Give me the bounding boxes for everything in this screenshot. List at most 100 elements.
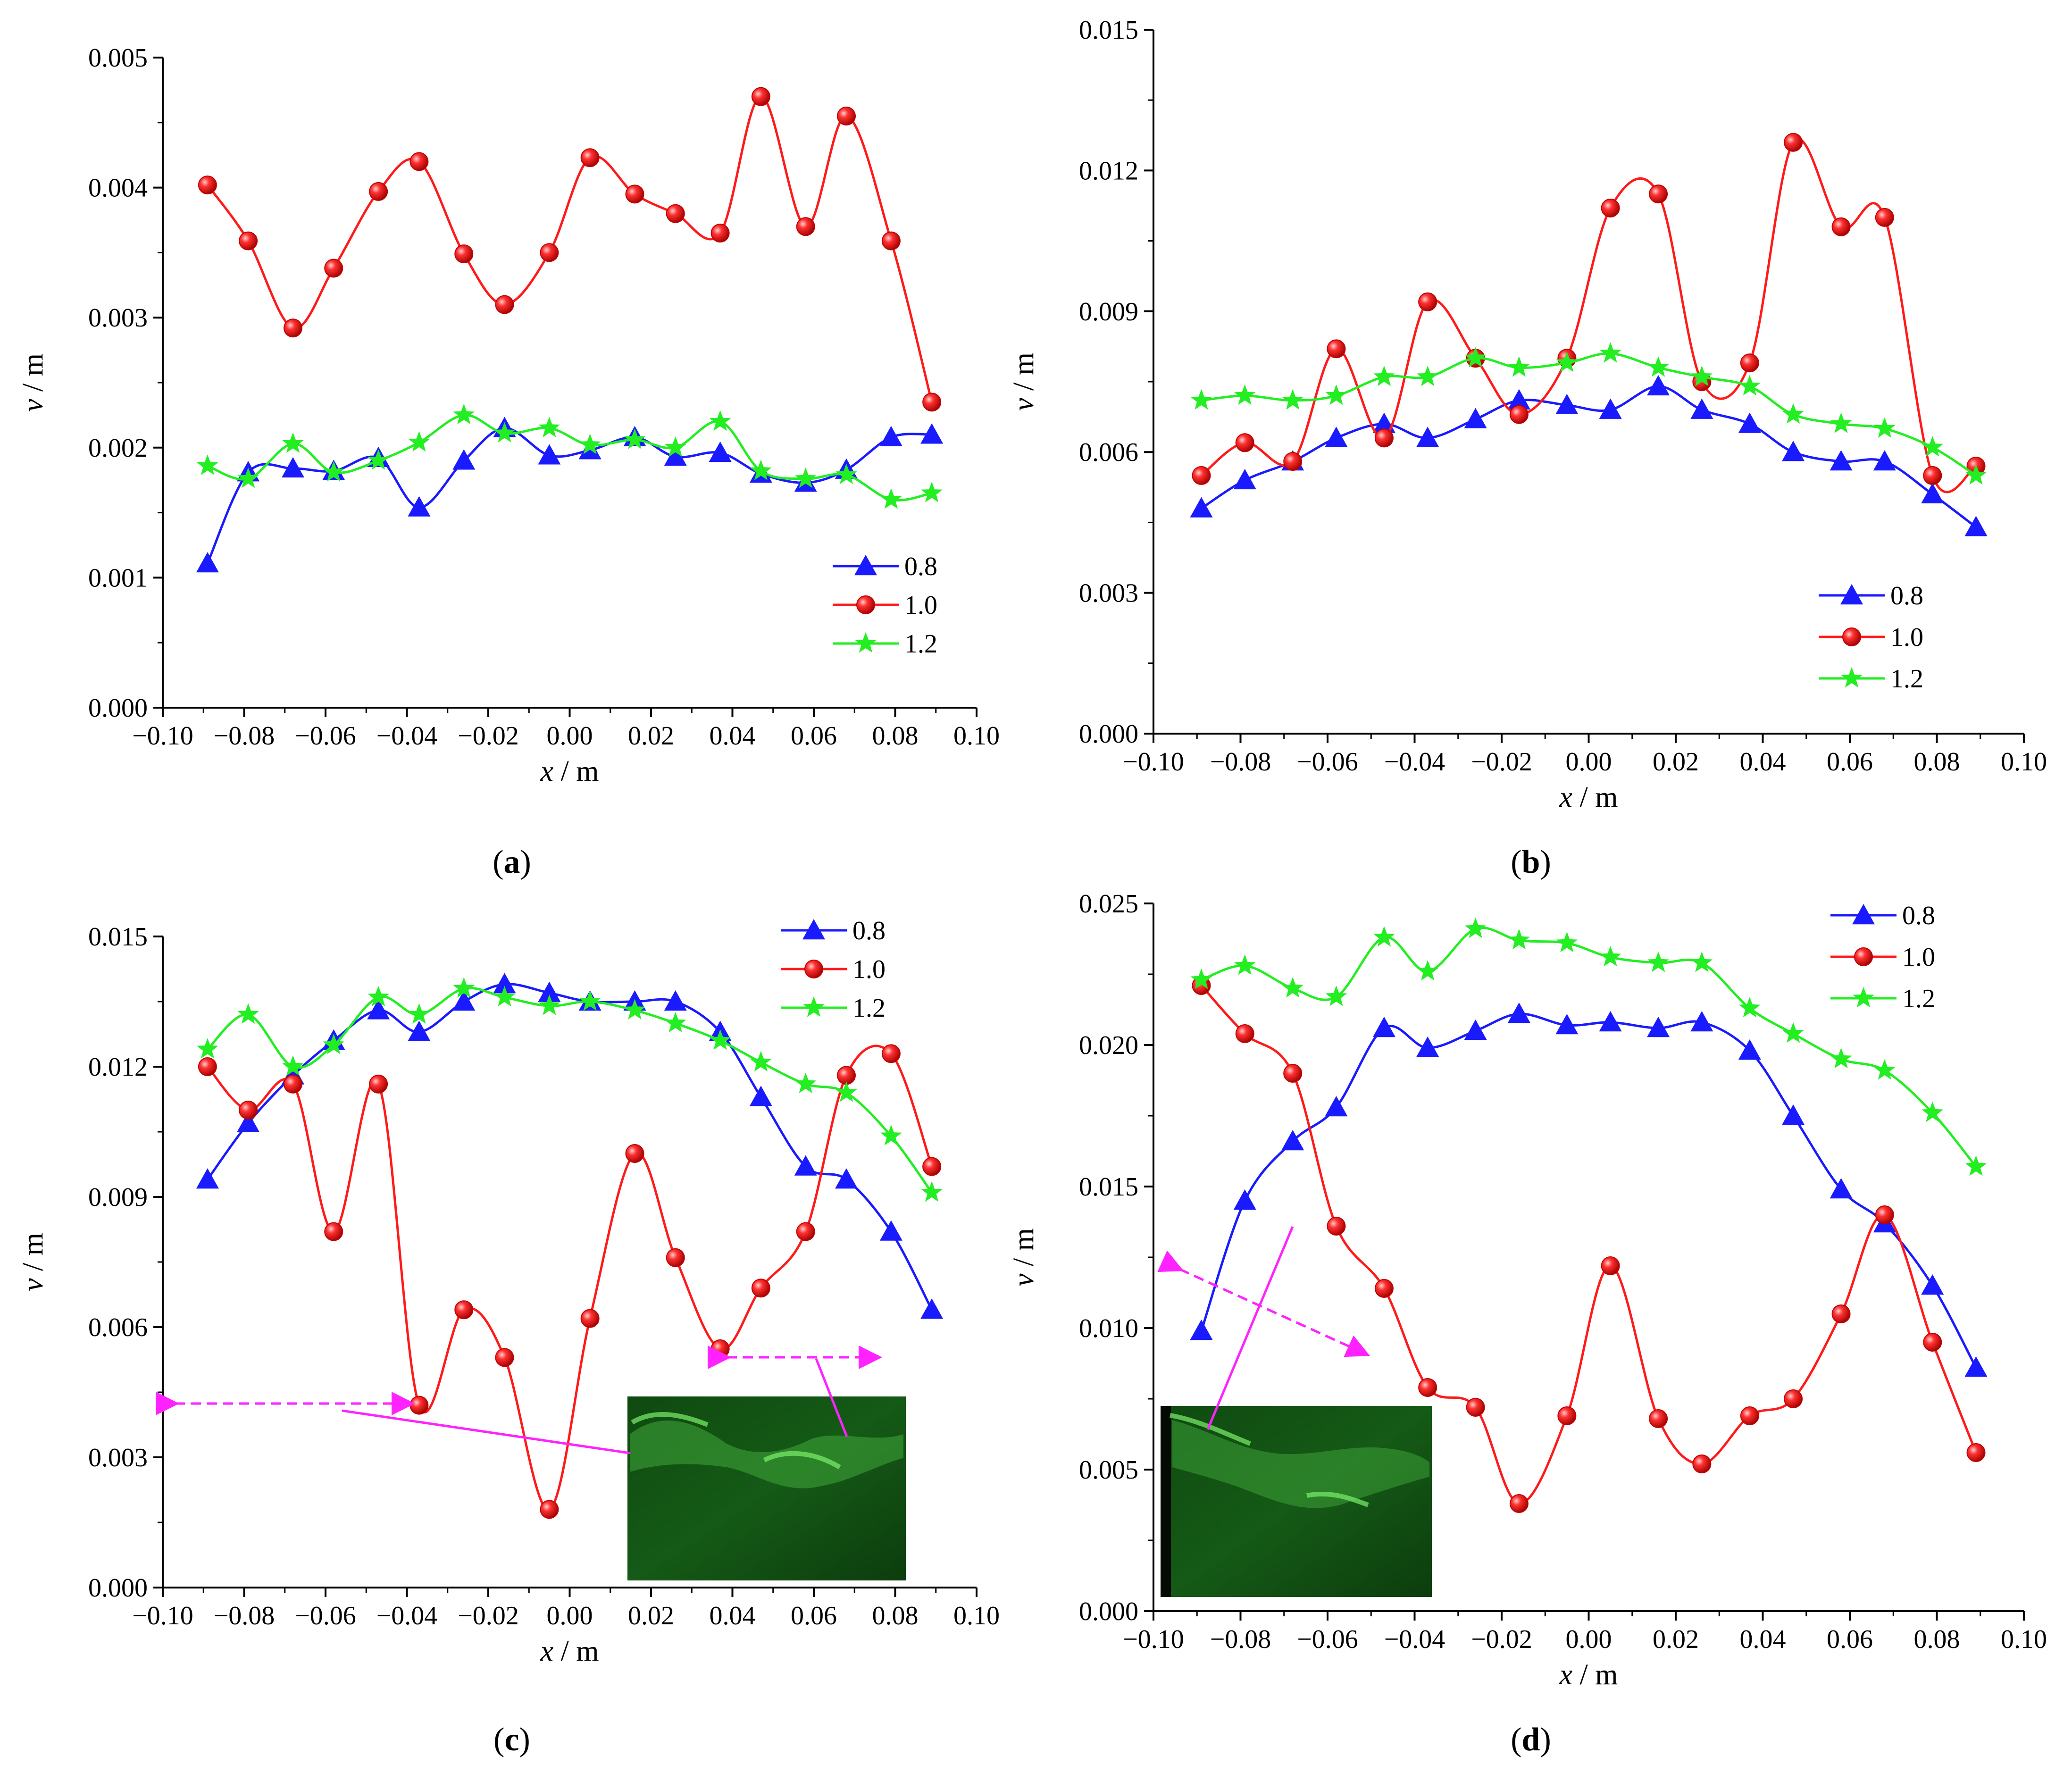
data-point-b-1.0	[1374, 428, 1394, 448]
data-point-c-0.8	[835, 1168, 858, 1189]
data-point-d-1.2	[1190, 969, 1212, 989]
x-axis-unit-a: / m	[553, 755, 599, 787]
inset-photo-c-highlight	[631, 1412, 841, 1470]
data-point-c-1.2	[453, 977, 475, 998]
data-point-d-1.2	[1782, 1022, 1804, 1043]
legend-label-a-1.0: 1.0	[904, 591, 937, 620]
panel-c: −0.10 −0.08 −0.06 −0.04 −0.02 0.00 0.02 0.04 0.0…	[17, 916, 1000, 1758]
data-point-d-0.8	[1233, 1189, 1256, 1210]
x-tick-label-c: −0.02	[458, 1601, 519, 1630]
legend-c: 0.8 1.0 1.2	[781, 916, 886, 1023]
panel-label-letter-d: d	[1522, 1722, 1540, 1758]
panel-b: −0.10 −0.08 −0.06 −0.04 −0.02 0.00 0.02 0.04 0.0…	[1008, 16, 2047, 880]
data-point-c-0.8	[237, 1112, 260, 1132]
legend-marker-d-1.2	[1853, 987, 1874, 1008]
data-point-c-1.2	[624, 999, 646, 1020]
series-b-1.0	[1192, 133, 1986, 493]
data-point-c-1.0	[881, 1044, 901, 1063]
legend-marker-c-0.8	[802, 919, 825, 940]
data-point-a-1.0	[922, 393, 942, 412]
data-point-d-0.8	[1281, 1130, 1304, 1151]
legend-label-c-0.8: 0.8	[852, 916, 886, 945]
data-point-a-1.0	[495, 295, 514, 314]
data-point-d-1.2	[1647, 952, 1669, 972]
series-a-1.0	[198, 87, 942, 412]
data-point-c-1.0	[710, 1339, 730, 1358]
data-point-b-0.8	[1921, 483, 1944, 503]
data-point-c-1.0	[284, 1074, 302, 1094]
x-axis-var-b: x	[1559, 781, 1573, 813]
y-tick-label-c: 0.000	[88, 1573, 148, 1603]
x-tick-label-c: 0.06	[791, 1601, 837, 1630]
x-tick-label-b: 0.08	[1914, 747, 1960, 777]
data-point-d-1.0	[1418, 1378, 1437, 1397]
annotation-arrows	[156, 1226, 1370, 1454]
data-point-a-1.0	[580, 148, 600, 167]
annotation-range-arrow-d	[1157, 1250, 1370, 1357]
data-point-b-1.0	[1784, 133, 1803, 152]
panel-label-open-d: (	[1511, 1722, 1521, 1758]
data-point-d-1.2	[1739, 997, 1761, 1018]
axes-a: −0.10 −0.08 −0.06 −0.04 −0.02 0.00 0.02 0.04 0.0…	[17, 43, 1000, 787]
data-point-a-1.0	[239, 231, 258, 251]
data-point-b-1.2	[1417, 366, 1438, 386]
data-point-d-0.8	[1555, 1014, 1579, 1035]
data-point-b-0.8	[1416, 426, 1439, 447]
x-tick-label-a: −0.04	[376, 721, 438, 751]
data-point-b-1.0	[1831, 217, 1851, 236]
x-tick-label-c: 0.08	[872, 1601, 919, 1630]
x-tick-label-a: 0.02	[628, 721, 674, 751]
series-line-b-0.8	[1201, 385, 1977, 528]
x-tick-label-d: 0.10	[2001, 1625, 2047, 1654]
data-point-a-1.2	[664, 436, 686, 457]
data-point-d-1.0	[1235, 1024, 1254, 1043]
data-point-b-0.8	[1782, 441, 1805, 461]
data-point-d-0.8	[1190, 1320, 1213, 1340]
y-axis-var-d: v	[1008, 1273, 1040, 1287]
x-tick-label-a: 0.00	[547, 721, 593, 751]
data-point-d-0.8	[1690, 1011, 1713, 1032]
data-point-d-1.2	[1556, 932, 1578, 953]
x-tick-label-b: 0.00	[1566, 747, 1612, 777]
series-c-0.8	[196, 973, 944, 1319]
data-point-c-1.2	[368, 986, 389, 1007]
panel-label-d: (d)	[1511, 1722, 1551, 1758]
x-axis-unit-c: / m	[553, 1635, 599, 1667]
x-tick-label-a: 0.10	[953, 721, 1000, 751]
data-point-b-1.2	[1556, 351, 1578, 372]
x-tick-label-c: −0.04	[376, 1601, 438, 1630]
panel-label-letter-c: c	[504, 1722, 519, 1758]
data-point-d-1.0	[1374, 1279, 1394, 1298]
data-point-d-1.2	[1234, 954, 1256, 975]
x-tick-label-d: 0.00	[1566, 1625, 1612, 1654]
data-point-c-1.2	[237, 1003, 259, 1024]
legend-marker-a-0.8	[854, 555, 877, 576]
inset-photo-c	[627, 1396, 906, 1580]
data-point-c-1.2	[282, 1055, 304, 1076]
x-tick-label-a: −0.08	[214, 721, 275, 751]
legend-label-b-0.8: 0.8	[1890, 581, 1923, 610]
data-point-d-1.2	[1282, 977, 1303, 998]
data-point-d-1.2	[1922, 1102, 1944, 1122]
data-point-a-1.2	[323, 461, 345, 482]
data-point-c-1.2	[493, 986, 516, 1007]
data-point-b-1.2	[1282, 389, 1303, 410]
data-point-b-1.2	[1325, 384, 1347, 405]
legend-label-d-1.0: 1.0	[1902, 943, 1935, 972]
data-point-c-0.8	[408, 1020, 431, 1041]
data-point-a-1.0	[751, 87, 770, 106]
data-point-d-1.0	[1740, 1406, 1759, 1425]
data-point-c-1.0	[922, 1157, 942, 1176]
data-point-b-1.0	[1740, 353, 1759, 373]
data-point-c-0.8	[794, 1155, 817, 1176]
data-point-b-1.0	[1923, 466, 1942, 485]
data-point-c-1.0	[198, 1057, 217, 1076]
data-point-a-1.2	[835, 463, 857, 485]
series-a-0.8	[196, 417, 944, 573]
data-point-d-1.2	[1874, 1059, 1896, 1080]
y-tick-label-d: 0.005	[1079, 1455, 1138, 1485]
data-point-a-1.2	[750, 460, 772, 480]
x-axis-title-d: x / m	[1559, 1659, 1618, 1691]
y-axis-title-d: v / m	[1008, 1228, 1040, 1287]
x-axis-unit-d: / m	[1572, 1659, 1618, 1691]
